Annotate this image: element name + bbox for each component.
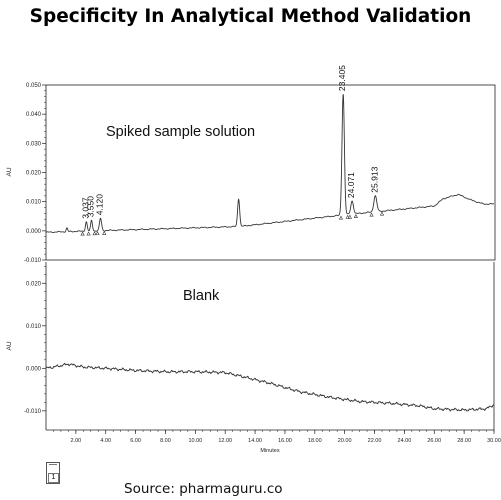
x-tick-label: 14.00 — [248, 438, 262, 444]
bottom-y-tick-label: 0.010 — [26, 324, 42, 330]
x-tick-label: 20.00 — [338, 438, 352, 444]
integration-mark — [347, 214, 352, 219]
x-tick-label: 22.00 — [368, 438, 382, 444]
top-y-tick-label: 0.020 — [26, 171, 42, 177]
integration-marks — [80, 211, 385, 236]
page-indicator-number: 1 — [48, 473, 59, 483]
bottom-y-tick-label: 0.020 — [26, 281, 42, 287]
integration-mark — [338, 215, 344, 220]
top-y-tick-label: -0.010 — [24, 258, 42, 264]
x-tick-label: 12.00 — [218, 438, 232, 444]
spiked-sample-trace — [45, 94, 495, 234]
integration-mark — [379, 211, 385, 216]
spiked-sample-annotation: Spiked sample solution — [106, 124, 255, 140]
x-tick-label: 28.00 — [457, 438, 471, 444]
top-y-tick-label: 0.050 — [26, 83, 42, 89]
peak-label: 25.913 — [369, 166, 379, 192]
integration-mark — [369, 212, 374, 217]
integration-mark — [86, 231, 91, 236]
x-tick-label: 2.00 — [71, 438, 82, 444]
top-y-tick-label: 0.040 — [26, 112, 42, 118]
blank-trace — [45, 362, 495, 412]
page-indicator-dash — [49, 464, 57, 465]
peak-label: 24.071 — [346, 172, 356, 198]
x-axis-ticks: 2.00 4.00 6.00 8.00 10.00 12.00 14.00 16.00 18.0… — [53, 430, 501, 444]
page-title: Specificity In Analytical Method Validat… — [29, 6, 472, 27]
integration-mark — [102, 230, 107, 235]
blank-panel: -0.010 0.000 0.010 0.020 2.00 4.00 6.00 8.00 10… — [6, 262, 501, 454]
x-tick-label: 26.00 — [427, 438, 441, 444]
bottom-y-tick-label: -0.010 — [24, 409, 42, 415]
bottom-y-axis: -0.010 0.000 0.010 0.020 — [24, 266, 46, 415]
integration-mark — [345, 214, 350, 219]
x-tick-label: 4.00 — [100, 438, 111, 444]
top-y-axis-label: AU — [6, 167, 13, 176]
bottom-y-axis-label: AU — [6, 341, 13, 350]
source-caption: Source: pharmaguru.co — [124, 481, 283, 497]
peak-label: 4.120 — [95, 194, 105, 216]
x-axis-label: Minutes — [260, 448, 280, 454]
integration-mark — [92, 231, 97, 236]
integration-mark — [353, 214, 358, 218]
peak-label: 3.550 — [86, 196, 96, 218]
top-y-axis: -0.010 0.000 0.010 0.020 0.030 0.040 0.050 — [24, 83, 46, 264]
x-tick-label: 10.00 — [188, 438, 202, 444]
x-tick-label: 16.00 — [278, 438, 292, 444]
x-tick-label: 18.00 — [308, 438, 322, 444]
x-tick-label: 30.00 — [487, 438, 501, 444]
top-y-tick-label: 0.030 — [26, 141, 42, 147]
blank-annotation: Blank — [183, 288, 220, 304]
peak-label: 3.037 — [80, 197, 90, 219]
x-tick-label: 6.00 — [130, 438, 141, 444]
peak-label: 23.405 — [337, 65, 347, 91]
x-tick-label: 24.00 — [398, 438, 412, 444]
top-y-tick-label: 0.010 — [26, 200, 42, 206]
page-indicator[interactable]: 1 — [46, 462, 60, 484]
top-y-tick-label: 0.000 — [26, 229, 42, 235]
integration-mark — [95, 231, 100, 236]
x-tick-label: 8.00 — [160, 438, 171, 444]
bottom-y-tick-label: 0.000 — [26, 366, 42, 372]
top-plot-frame — [45, 84, 496, 261]
integration-mark — [80, 231, 85, 236]
